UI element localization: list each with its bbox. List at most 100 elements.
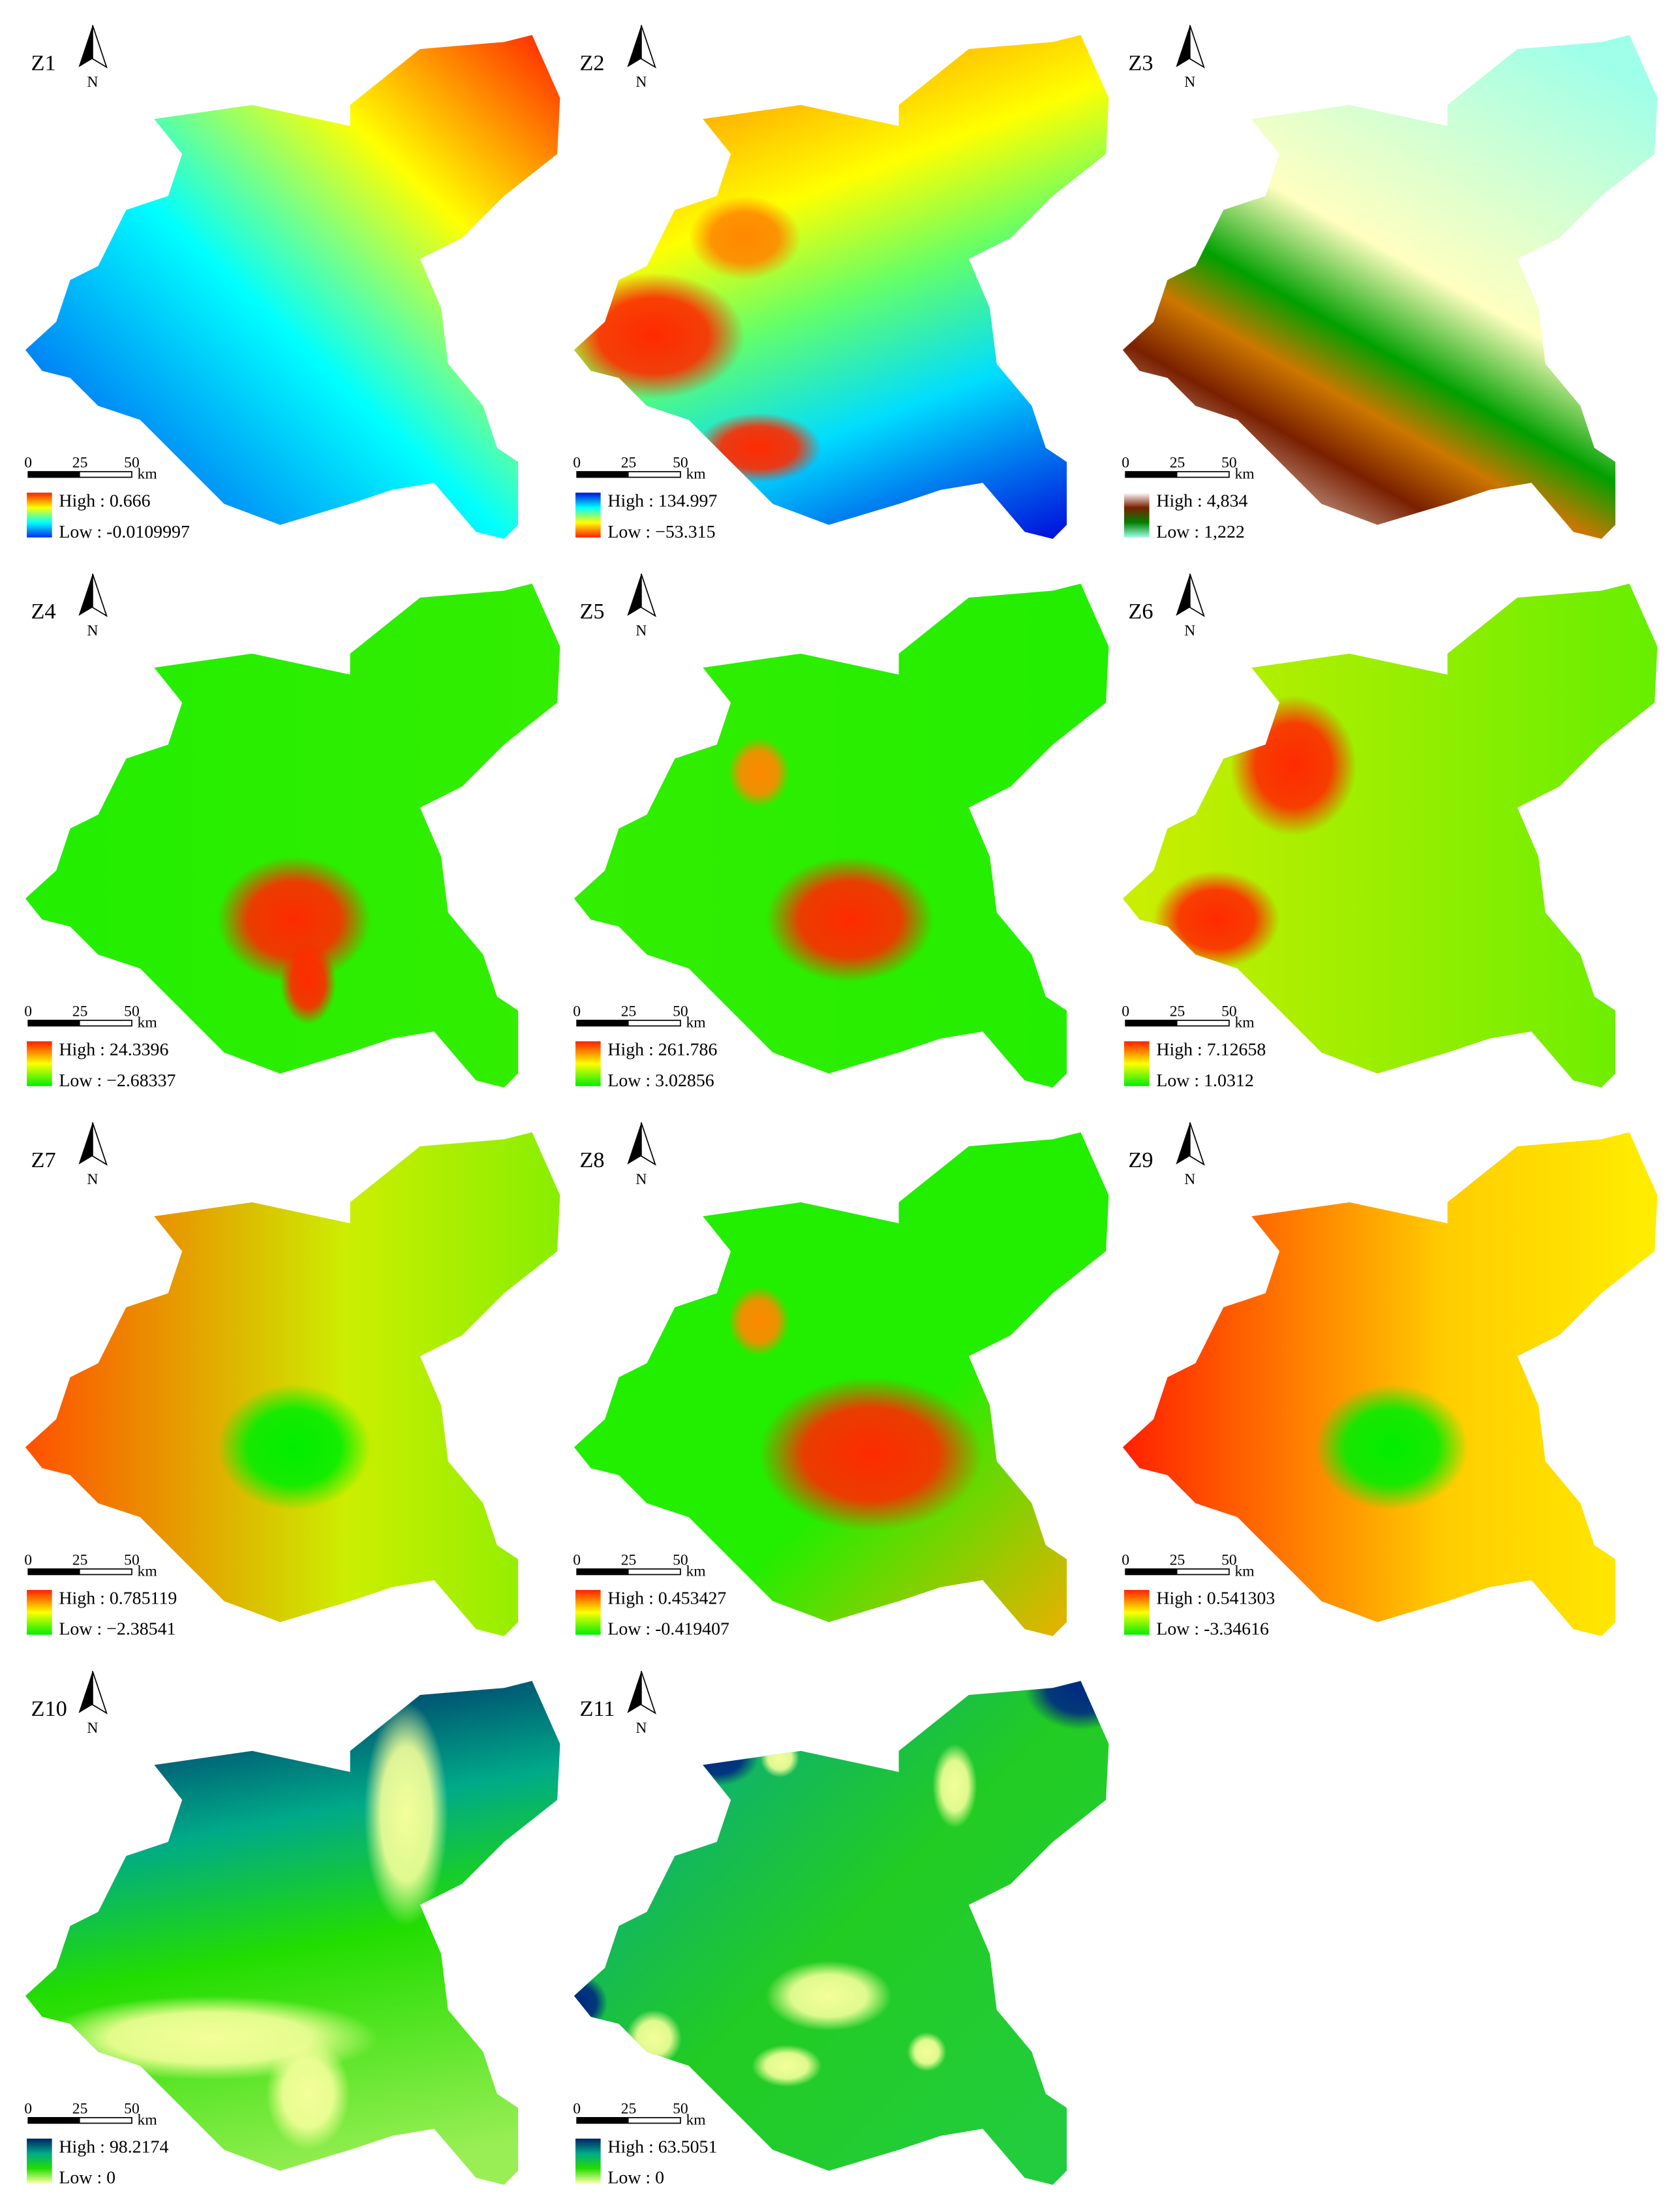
- scale-unit: km: [138, 466, 157, 483]
- raster-patch: [364, 1701, 448, 1926]
- north-arrow: [78, 573, 93, 616]
- scale-unit: km: [686, 466, 706, 483]
- scale-bar-fill: [28, 471, 80, 478]
- raster-patch: [217, 856, 371, 983]
- scale-unit: km: [138, 2112, 157, 2129]
- panel-label: Z8: [579, 1148, 604, 1172]
- scale-label: 0: [24, 2100, 32, 2117]
- legend-high: High : 0.785119: [59, 1589, 177, 1609]
- scale-unit: km: [1234, 1014, 1254, 1031]
- north-label: N: [87, 1171, 98, 1188]
- north-arrow: [627, 1671, 641, 1713]
- scale-bar-fill: [28, 1020, 80, 1026]
- north-arrow: [1176, 1122, 1190, 1165]
- scale-label: 25: [72, 455, 88, 472]
- scale-unit: km: [686, 1563, 706, 1580]
- north-arrow: [1176, 25, 1190, 67]
- legend-ramp: [1123, 1590, 1150, 1635]
- panel-label: Z9: [1128, 1148, 1153, 1172]
- scale-label: 25: [621, 1003, 637, 1020]
- scale-bar-fill: [1125, 1568, 1178, 1575]
- legend-ramp: [27, 493, 52, 538]
- raster-patch: [1153, 870, 1280, 969]
- legend-high: High : 4,834: [1156, 491, 1247, 511]
- legend-ramp: [575, 493, 601, 538]
- scale-label: 50: [1221, 455, 1237, 472]
- scale-label: 50: [673, 2100, 688, 2117]
- scale-label: 0: [573, 1551, 581, 1568]
- raster-pattern: [217, 856, 371, 1025]
- raster-patch: [280, 940, 337, 1025]
- scale-unit: km: [686, 2112, 706, 2129]
- legend-ramp: [575, 1041, 601, 1086]
- legend-low: Low : -0.0109997: [59, 522, 190, 542]
- raster-patch: [688, 196, 801, 281]
- scale-label: 25: [621, 1551, 637, 1568]
- north-arrow-outline: [641, 25, 656, 69]
- north-arrow: [78, 1671, 93, 1713]
- legend-low: Low : 1,222: [1156, 522, 1245, 542]
- scale-bar-fill: [577, 1020, 629, 1026]
- study-area: [573, 1681, 1109, 2185]
- scale-label: 0: [1122, 1551, 1129, 1568]
- panel-label: Z3: [1128, 50, 1153, 75]
- legend-high: High : 0.453427: [607, 1589, 726, 1609]
- legend-ramp: [1123, 1041, 1150, 1086]
- raster-patch: [760, 1738, 800, 1778]
- legend-high: High : 7.12658: [1156, 1040, 1266, 1060]
- scale-label: 0: [24, 1551, 32, 1568]
- study-area: [25, 35, 560, 539]
- panel-label: Z7: [31, 1148, 56, 1172]
- legend-ramp: [27, 1041, 52, 1086]
- scale-label: 0: [573, 455, 581, 472]
- legend-high: High : 24.3396: [59, 1040, 168, 1060]
- raster-patch: [573, 1975, 608, 2031]
- scale-label: 0: [1122, 1003, 1129, 1020]
- scale-label: 0: [24, 1003, 32, 1020]
- legend-high: High : 63.5051: [607, 2137, 717, 2157]
- scale-label: 25: [72, 1003, 88, 1020]
- raster-pattern: [727, 737, 934, 983]
- scale-label: 25: [72, 2100, 88, 2117]
- north-arrow-outline: [1189, 1122, 1205, 1166]
- scale-label: 50: [124, 1003, 140, 1020]
- raster-patch: [1024, 1681, 1109, 1730]
- north-arrow: [78, 1122, 93, 1165]
- scale-bar-fill: [28, 2117, 80, 2124]
- raster-pattern: [727, 1286, 983, 1531]
- raster-patch: [573, 273, 745, 399]
- raster-patch: [765, 1960, 892, 2031]
- north-label: N: [635, 1720, 647, 1737]
- raster-patch: [727, 737, 790, 808]
- study-area: [1122, 583, 1658, 1088]
- raster-pattern: [1314, 1384, 1469, 1510]
- scale-bar-fill: [577, 1568, 629, 1575]
- scale-bar-fill: [577, 471, 629, 478]
- raster-patch: [907, 2032, 947, 2072]
- scale-unit: km: [1234, 466, 1254, 483]
- scale-label: 50: [673, 1551, 688, 1568]
- raster-patch: [752, 2045, 822, 2087]
- scale-label: 50: [124, 455, 140, 472]
- legend-low: Low : 3.02856: [607, 1071, 714, 1091]
- scale-bar-fill: [1125, 1020, 1178, 1026]
- raster-patch: [759, 1377, 983, 1531]
- raster-patch: [932, 1744, 977, 1828]
- north-arrow: [627, 1122, 641, 1165]
- legend-low: Low : −2.68337: [59, 1071, 176, 1091]
- study-area: [1122, 1132, 1658, 1636]
- scale-label: 0: [24, 455, 32, 472]
- panel-label: Z6: [1128, 599, 1153, 624]
- legend-low: Low : 0: [59, 2168, 115, 2188]
- raster-patch: [626, 2009, 682, 2066]
- scale-label: 25: [1170, 455, 1185, 472]
- scale-label: 50: [124, 2100, 140, 2117]
- raster-pattern: [217, 1384, 371, 1510]
